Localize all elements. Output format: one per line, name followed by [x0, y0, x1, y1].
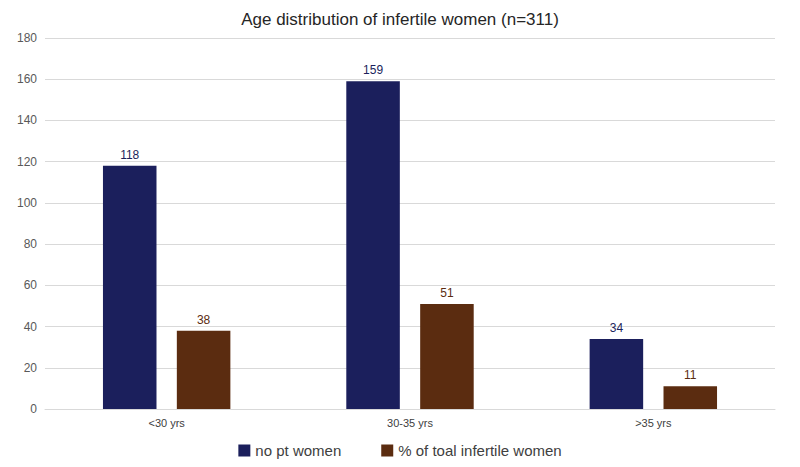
svg-text:% of toal infertile women: % of toal infertile women [398, 442, 561, 459]
svg-text:159: 159 [363, 63, 383, 77]
svg-text:160: 160 [17, 72, 37, 86]
svg-text:20: 20 [24, 361, 38, 375]
svg-text:140: 140 [17, 113, 37, 127]
svg-text:180: 180 [17, 31, 37, 45]
svg-text:60: 60 [24, 278, 38, 292]
svg-text:120: 120 [17, 155, 37, 169]
svg-text:0: 0 [30, 402, 37, 416]
svg-text:no pt women: no pt women [255, 442, 341, 459]
svg-text:118: 118 [120, 148, 139, 162]
svg-text:34: 34 [610, 321, 624, 335]
svg-text:100: 100 [17, 196, 37, 210]
svg-text:Age distribution of infertile: Age distribution of infertile women (n=3… [241, 10, 559, 29]
svg-text:30-35 yrs: 30-35 yrs [387, 417, 433, 429]
svg-text:<30 yrs: <30 yrs [148, 417, 185, 429]
svg-text:>35 yrs: >35 yrs [635, 417, 672, 429]
svg-text:51: 51 [440, 286, 454, 300]
svg-text:40: 40 [24, 320, 38, 334]
svg-text:11: 11 [684, 368, 697, 382]
svg-text:80: 80 [24, 237, 38, 251]
svg-text:38: 38 [197, 313, 211, 327]
